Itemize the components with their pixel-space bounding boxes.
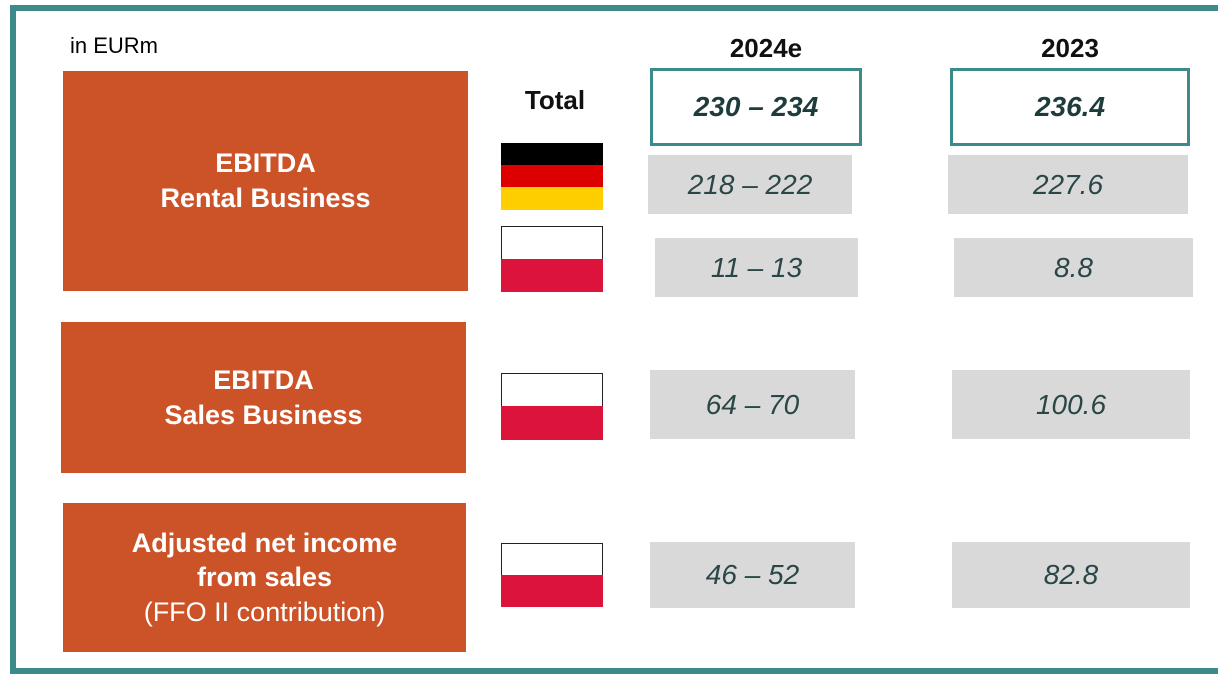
column-header: 2023 xyxy=(1041,32,1099,63)
label-line: from sales xyxy=(196,562,333,593)
total-value: 230 – 234 xyxy=(650,68,862,146)
flag-poland xyxy=(501,543,603,607)
flag-poland xyxy=(501,226,603,292)
label-line: Adjusted net income xyxy=(131,527,398,558)
label-line: EBITDA xyxy=(215,148,316,179)
value-cell: 100.6 xyxy=(952,370,1190,439)
label-line: Rental Business xyxy=(160,183,371,213)
value-cell: 82.8 xyxy=(952,542,1190,608)
frame xyxy=(10,5,1218,674)
value-cell: 218 – 222 xyxy=(648,155,852,214)
label-line: EBITDA xyxy=(213,364,314,395)
flag-germany xyxy=(501,143,603,210)
total-value: 236.4 xyxy=(950,68,1190,146)
flag-poland xyxy=(501,373,603,440)
label-note: (FFO II contribution) xyxy=(143,596,386,627)
value-cell: 227.6 xyxy=(948,155,1188,214)
column-header: 2024e xyxy=(729,32,803,63)
unit: in EURm xyxy=(70,33,159,58)
value-cell: 8.8 xyxy=(954,238,1193,297)
label-line: Sales Business xyxy=(164,399,363,430)
value-cell: 46 – 52 xyxy=(650,542,855,608)
group-label: EBITDA Sales Business xyxy=(61,322,466,473)
total-label: Total xyxy=(524,84,586,115)
group-label: Adjusted net income from sales (FFO II c… xyxy=(63,503,466,652)
value-cell: 11 – 13 xyxy=(655,238,858,297)
group-label: EBITDA Rental Business xyxy=(63,71,468,291)
value-cell: 64 – 70 xyxy=(650,370,855,439)
